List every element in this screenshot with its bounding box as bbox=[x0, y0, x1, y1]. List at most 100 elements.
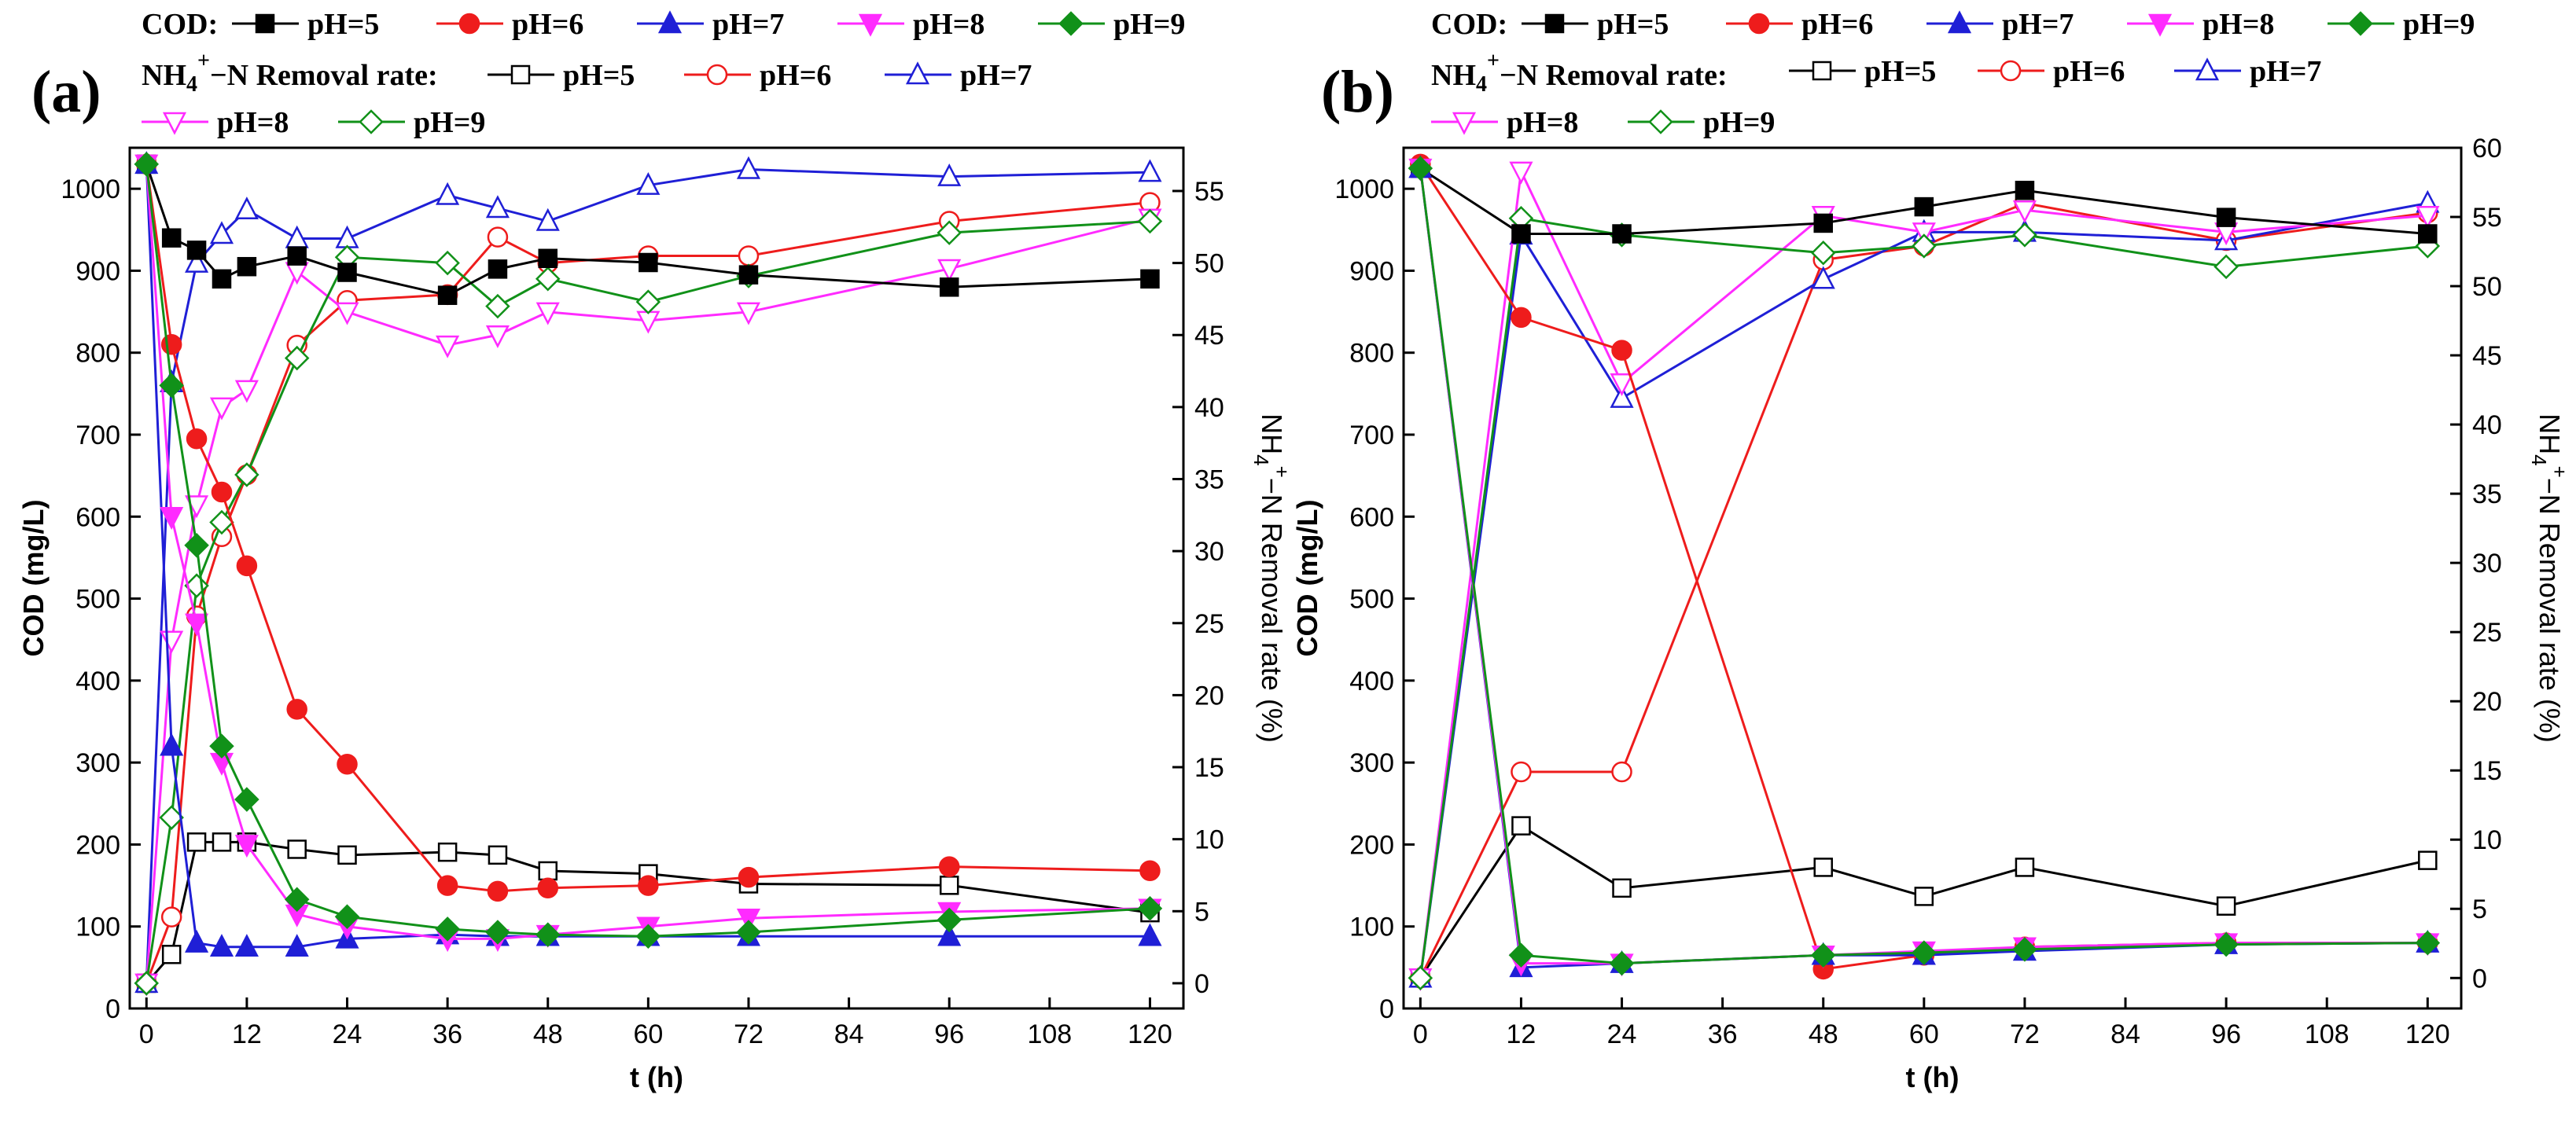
nh4-legend-label-7: pH=7 bbox=[960, 59, 1032, 92]
nh4-point bbox=[436, 182, 460, 205]
cod-legend-marker-5 bbox=[1544, 13, 1565, 34]
cod-point bbox=[1609, 950, 1635, 976]
cod-point bbox=[638, 252, 658, 273]
y-right-tick-label: 5 bbox=[1194, 897, 1209, 927]
y-right-tick-label: 55 bbox=[1194, 177, 1224, 207]
nh4-point bbox=[485, 195, 510, 219]
x-tick-label: 60 bbox=[1909, 1019, 1939, 1049]
nh4-point bbox=[535, 302, 560, 325]
y-right-axis-title: NH4+−N Removal rate (%) bbox=[2527, 413, 2571, 743]
nh4-point bbox=[535, 208, 560, 231]
cod-point bbox=[211, 481, 233, 503]
cod-legend-marker-9 bbox=[1058, 11, 1084, 36]
y-left-tick-label: 100 bbox=[75, 913, 120, 942]
nh4-point bbox=[2012, 200, 2037, 223]
cod-series-pH6 bbox=[136, 153, 1161, 902]
nh4-point bbox=[1610, 384, 1634, 408]
nh4-legend-prefix: NH4+−N Removal rate: bbox=[142, 49, 438, 97]
nh4-legend-marker-9 bbox=[1648, 109, 1673, 134]
nh4-legend-marker-8 bbox=[162, 112, 187, 135]
cod-point bbox=[736, 909, 761, 931]
nh4-point bbox=[209, 397, 234, 421]
nh4-point bbox=[160, 630, 184, 654]
y-left-tick-label: 800 bbox=[1349, 339, 1394, 369]
cod-point bbox=[437, 285, 458, 305]
cod-point bbox=[2216, 208, 2236, 227]
cod-legend-label-6: pH=6 bbox=[512, 8, 583, 41]
y-left-tick-label: 500 bbox=[1349, 585, 1394, 615]
nh4-point bbox=[736, 156, 761, 179]
y-right-tick-label: 35 bbox=[1194, 465, 1224, 495]
nh4-line bbox=[1419, 824, 2428, 979]
nh4-point bbox=[161, 945, 182, 964]
cod-point bbox=[1139, 860, 1161, 882]
y-right-tick-label: 0 bbox=[2472, 964, 2487, 994]
nh4-point bbox=[209, 509, 234, 535]
y-left-tick-label: 0 bbox=[1379, 994, 1394, 1024]
y-right-tick-label: 25 bbox=[2472, 618, 2502, 648]
cod-point bbox=[185, 613, 209, 637]
cod-point bbox=[939, 277, 959, 297]
nh4-point bbox=[738, 245, 760, 266]
cod-point bbox=[236, 555, 258, 577]
cod-point bbox=[234, 835, 259, 858]
cod-point bbox=[635, 924, 661, 949]
y-left-tick-label: 900 bbox=[75, 256, 120, 286]
nh4-series-pH6 bbox=[1410, 193, 2438, 989]
cod-point bbox=[736, 920, 761, 945]
cod-legend-marker-6 bbox=[458, 13, 480, 35]
cod-point bbox=[1137, 896, 1163, 921]
y-right-tick-label: 55 bbox=[2472, 203, 2502, 233]
nh4-point bbox=[185, 249, 209, 273]
nh4-legend-label-6: pH=6 bbox=[760, 59, 831, 92]
x-tick-label: 24 bbox=[1607, 1019, 1637, 1049]
nh4-point bbox=[535, 266, 561, 292]
y-right-tick-label: 0 bbox=[1194, 969, 1209, 999]
nh4-legend-marker-7 bbox=[905, 61, 930, 85]
x-axis-title: t (h) bbox=[1906, 1061, 1960, 1093]
cod-point bbox=[1140, 269, 1160, 289]
x-tick-label: 96 bbox=[934, 1019, 964, 1049]
nh4-legend-marker-8 bbox=[1452, 112, 1477, 135]
cod-line bbox=[1419, 167, 2428, 965]
nh4-point bbox=[335, 302, 359, 325]
x-tick-label: 96 bbox=[2211, 1019, 2241, 1049]
cod-point bbox=[1912, 940, 1937, 965]
nh4-line bbox=[1419, 201, 2428, 979]
x-tick-label: 60 bbox=[633, 1019, 663, 1049]
x-tick-label: 48 bbox=[1809, 1019, 1838, 1049]
x-tick-label: 84 bbox=[834, 1019, 864, 1049]
cod-point bbox=[160, 733, 184, 756]
nh4-point bbox=[488, 845, 508, 865]
nh4-point bbox=[1137, 208, 1163, 234]
cod-line bbox=[145, 163, 1150, 938]
cod-legend-marker-6 bbox=[1748, 13, 1770, 35]
x-tick-label: 36 bbox=[1708, 1019, 1738, 1049]
y-left-tick-label: 500 bbox=[75, 585, 120, 615]
y-right-tick-label: 10 bbox=[1194, 825, 1224, 855]
y-right-tick-label: 60 bbox=[2472, 134, 2502, 163]
cod-point bbox=[738, 866, 760, 888]
cod-series-pH7 bbox=[134, 151, 1162, 957]
nh4-legend-label-6: pH=6 bbox=[2053, 55, 2125, 88]
x-tick-label: 108 bbox=[1027, 1019, 1072, 1049]
cod-legend-label-9: pH=9 bbox=[2403, 8, 2475, 41]
nh4-legend-marker-9 bbox=[359, 109, 384, 134]
cod-point bbox=[538, 248, 558, 269]
y-left-tick-label: 600 bbox=[1349, 502, 1394, 532]
cod-point bbox=[161, 228, 182, 248]
cod-point bbox=[337, 263, 357, 282]
nh4-point bbox=[159, 805, 184, 830]
cod-point bbox=[284, 887, 310, 913]
nh4-series-pH9 bbox=[1408, 206, 2441, 991]
x-axis-title: t (h) bbox=[630, 1061, 683, 1093]
nh4-point bbox=[1511, 761, 1532, 783]
cod-series-pH6 bbox=[1410, 153, 2438, 980]
plot-b: 0 12 24 36 48 60 72 84 96 108 12001002003004005006… bbox=[1291, 134, 2571, 1093]
nh4-line bbox=[1419, 217, 2428, 979]
x-tick-label: 0 bbox=[139, 1019, 154, 1049]
cod-legend-label-8: pH=8 bbox=[913, 8, 984, 41]
x-tick-label: 12 bbox=[1507, 1019, 1536, 1049]
nh4-legend-marker-6 bbox=[2000, 60, 2022, 82]
